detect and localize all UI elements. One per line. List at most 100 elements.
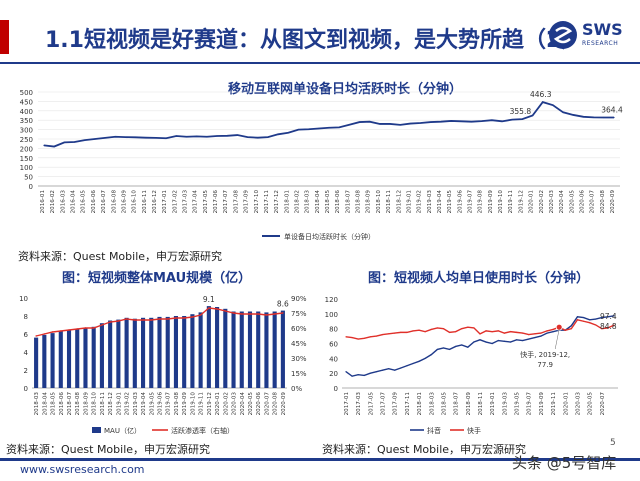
chart1-xtick-label: 2016-09 [121, 190, 127, 214]
chart1-data-point [389, 123, 391, 125]
chart1-data-point [114, 136, 116, 138]
chart2-penetration-point [183, 317, 185, 319]
chart2-ytick-label: 4 [24, 349, 29, 357]
chart3-data-point [442, 328, 445, 330]
chart1-ytick-label: 300 [20, 127, 33, 135]
chart2-penetration-point [175, 317, 177, 319]
chart1-legend-label: 单设备日均活跃时长（分钟） [284, 232, 375, 241]
chart3-data-point [570, 325, 572, 327]
chart1-xtick-label: 2019-10 [498, 190, 504, 214]
chart1-xtick-label: 2020-02 [539, 190, 545, 213]
chart1-xtick-label: 2016-04 [71, 190, 77, 214]
chart3-xtick-label: 2017-09 [393, 392, 399, 416]
chart3-data-point [381, 334, 384, 336]
chart2-xtick-label: 2020-03 [232, 392, 238, 416]
chart2-penetration-point [109, 321, 111, 323]
chart1-xtick-label: 2017-01 [162, 190, 168, 214]
chart2-bar [124, 317, 129, 388]
chart3-data-point [509, 341, 512, 343]
chart1-xtick-label: 2019-12 [518, 190, 524, 213]
chart3-data-point [528, 334, 530, 336]
chart1-data-point [196, 135, 198, 137]
chart3-data-point [601, 316, 603, 319]
chart2-xtick-label: 2019-05 [149, 392, 155, 416]
chart2-bar [149, 317, 154, 388]
chart1-data-point [246, 136, 249, 138]
chart3-data-point [357, 374, 359, 376]
chart1-data-point [94, 138, 96, 140]
chart2-xtick-label: 2020-06 [256, 392, 262, 416]
chart1-data-point [328, 127, 330, 129]
chart3-data-point [479, 333, 481, 335]
chart3-data-point [381, 369, 384, 371]
footer-url[interactable]: www.swsresearch.com [20, 463, 145, 476]
chart3-data-point [607, 327, 609, 329]
chart1-data-point [236, 134, 238, 136]
chart3-data-point [448, 331, 451, 333]
chart1-data-point [409, 122, 412, 125]
chart1-xtick-label: 2016-05 [81, 190, 87, 214]
chart1-data-point [521, 118, 523, 120]
chart3-data-point [515, 331, 518, 333]
watermark: 头条 @5号智库 [512, 454, 617, 472]
chart1-xtick-label: 2017-12 [274, 190, 280, 213]
chart2-xtick-label: 2018-06 [59, 392, 65, 416]
chart3-xtick-label: 2017-03 [356, 392, 362, 416]
chart1-data-point [542, 101, 544, 103]
chart2-penetration-point [199, 314, 202, 316]
chart3-data-point [522, 332, 524, 334]
chart3-data-point [613, 315, 615, 317]
chart3-data-point [613, 324, 615, 326]
chart1-data-point [552, 104, 554, 106]
chart1-data-point [308, 128, 310, 130]
chart1-data-point [369, 121, 371, 123]
chart2-bar [264, 312, 269, 388]
chart1-data-label: 364.4 [601, 105, 623, 114]
chart1-xtick-label: 2019-08 [478, 190, 484, 214]
chart1-ytick-label: 50 [24, 174, 33, 182]
chart1-xtick-label: 2020-08 [600, 190, 606, 214]
chart1-xtick-label: 2016-07 [101, 190, 107, 214]
chart1-data-point [491, 119, 493, 121]
chart1-xtick-label: 2017-09 [244, 190, 250, 214]
chart3-xtick-label: 2017-07 [381, 392, 387, 416]
chart2-xtick-label: 2019-04 [141, 392, 147, 416]
chart2-data-label: 8.6 [277, 300, 289, 309]
chart2-xtick-label: 2020-07 [264, 392, 270, 416]
chart1-xtick-label: 2017-07 [223, 190, 229, 214]
chart3-data-point [522, 339, 524, 342]
chart3-data-point [546, 330, 548, 332]
chart3-data-point [546, 332, 548, 334]
chart2-xtick-label: 2020-04 [240, 392, 246, 416]
chart1-data-point [450, 120, 452, 122]
chart1-data-point [175, 135, 177, 137]
chart2-bar [272, 311, 277, 388]
chart1-data-point [613, 116, 615, 119]
chart1-xtick-label: 2017-04 [193, 190, 199, 214]
chart3-source: 资料来源：Quest Mobile，申万宏源研究 [322, 443, 527, 456]
chart3-ytick-label: 100 [325, 311, 338, 319]
chart3-xtick-label: 2018-03 [429, 392, 435, 416]
chart3-ytick-label: 80 [329, 326, 338, 334]
chart1-data-point [185, 136, 188, 138]
chart3-data-point [461, 344, 463, 346]
chart1-data-point [226, 135, 228, 137]
chart1-xtick-label: 2019-03 [427, 190, 433, 214]
chart3-data-point [497, 339, 499, 342]
chart2-bar [83, 327, 88, 388]
chart1-data-point [562, 111, 564, 113]
chart1-xtick-label: 2019-02 [417, 190, 423, 213]
chart1-data-point [124, 136, 127, 138]
chart1-data-point [145, 137, 147, 139]
chart1-xtick-label: 2018-02 [294, 190, 300, 213]
chart1-xtick-label: 2019-05 [447, 190, 453, 214]
chart2-xtick-label: 2018-05 [51, 392, 57, 416]
chart1-data-point [470, 121, 473, 123]
chart1-xtick-label: 2018-06 [335, 190, 341, 214]
chart3-data-point [436, 327, 438, 329]
chart2-bar [140, 317, 146, 388]
chart2-y2tick-label: 30% [291, 355, 307, 363]
chart3-ytick-label: 0 [334, 385, 338, 393]
chart1-xtick-label: 2018-07 [345, 190, 351, 214]
chart3-data-point [595, 324, 597, 326]
